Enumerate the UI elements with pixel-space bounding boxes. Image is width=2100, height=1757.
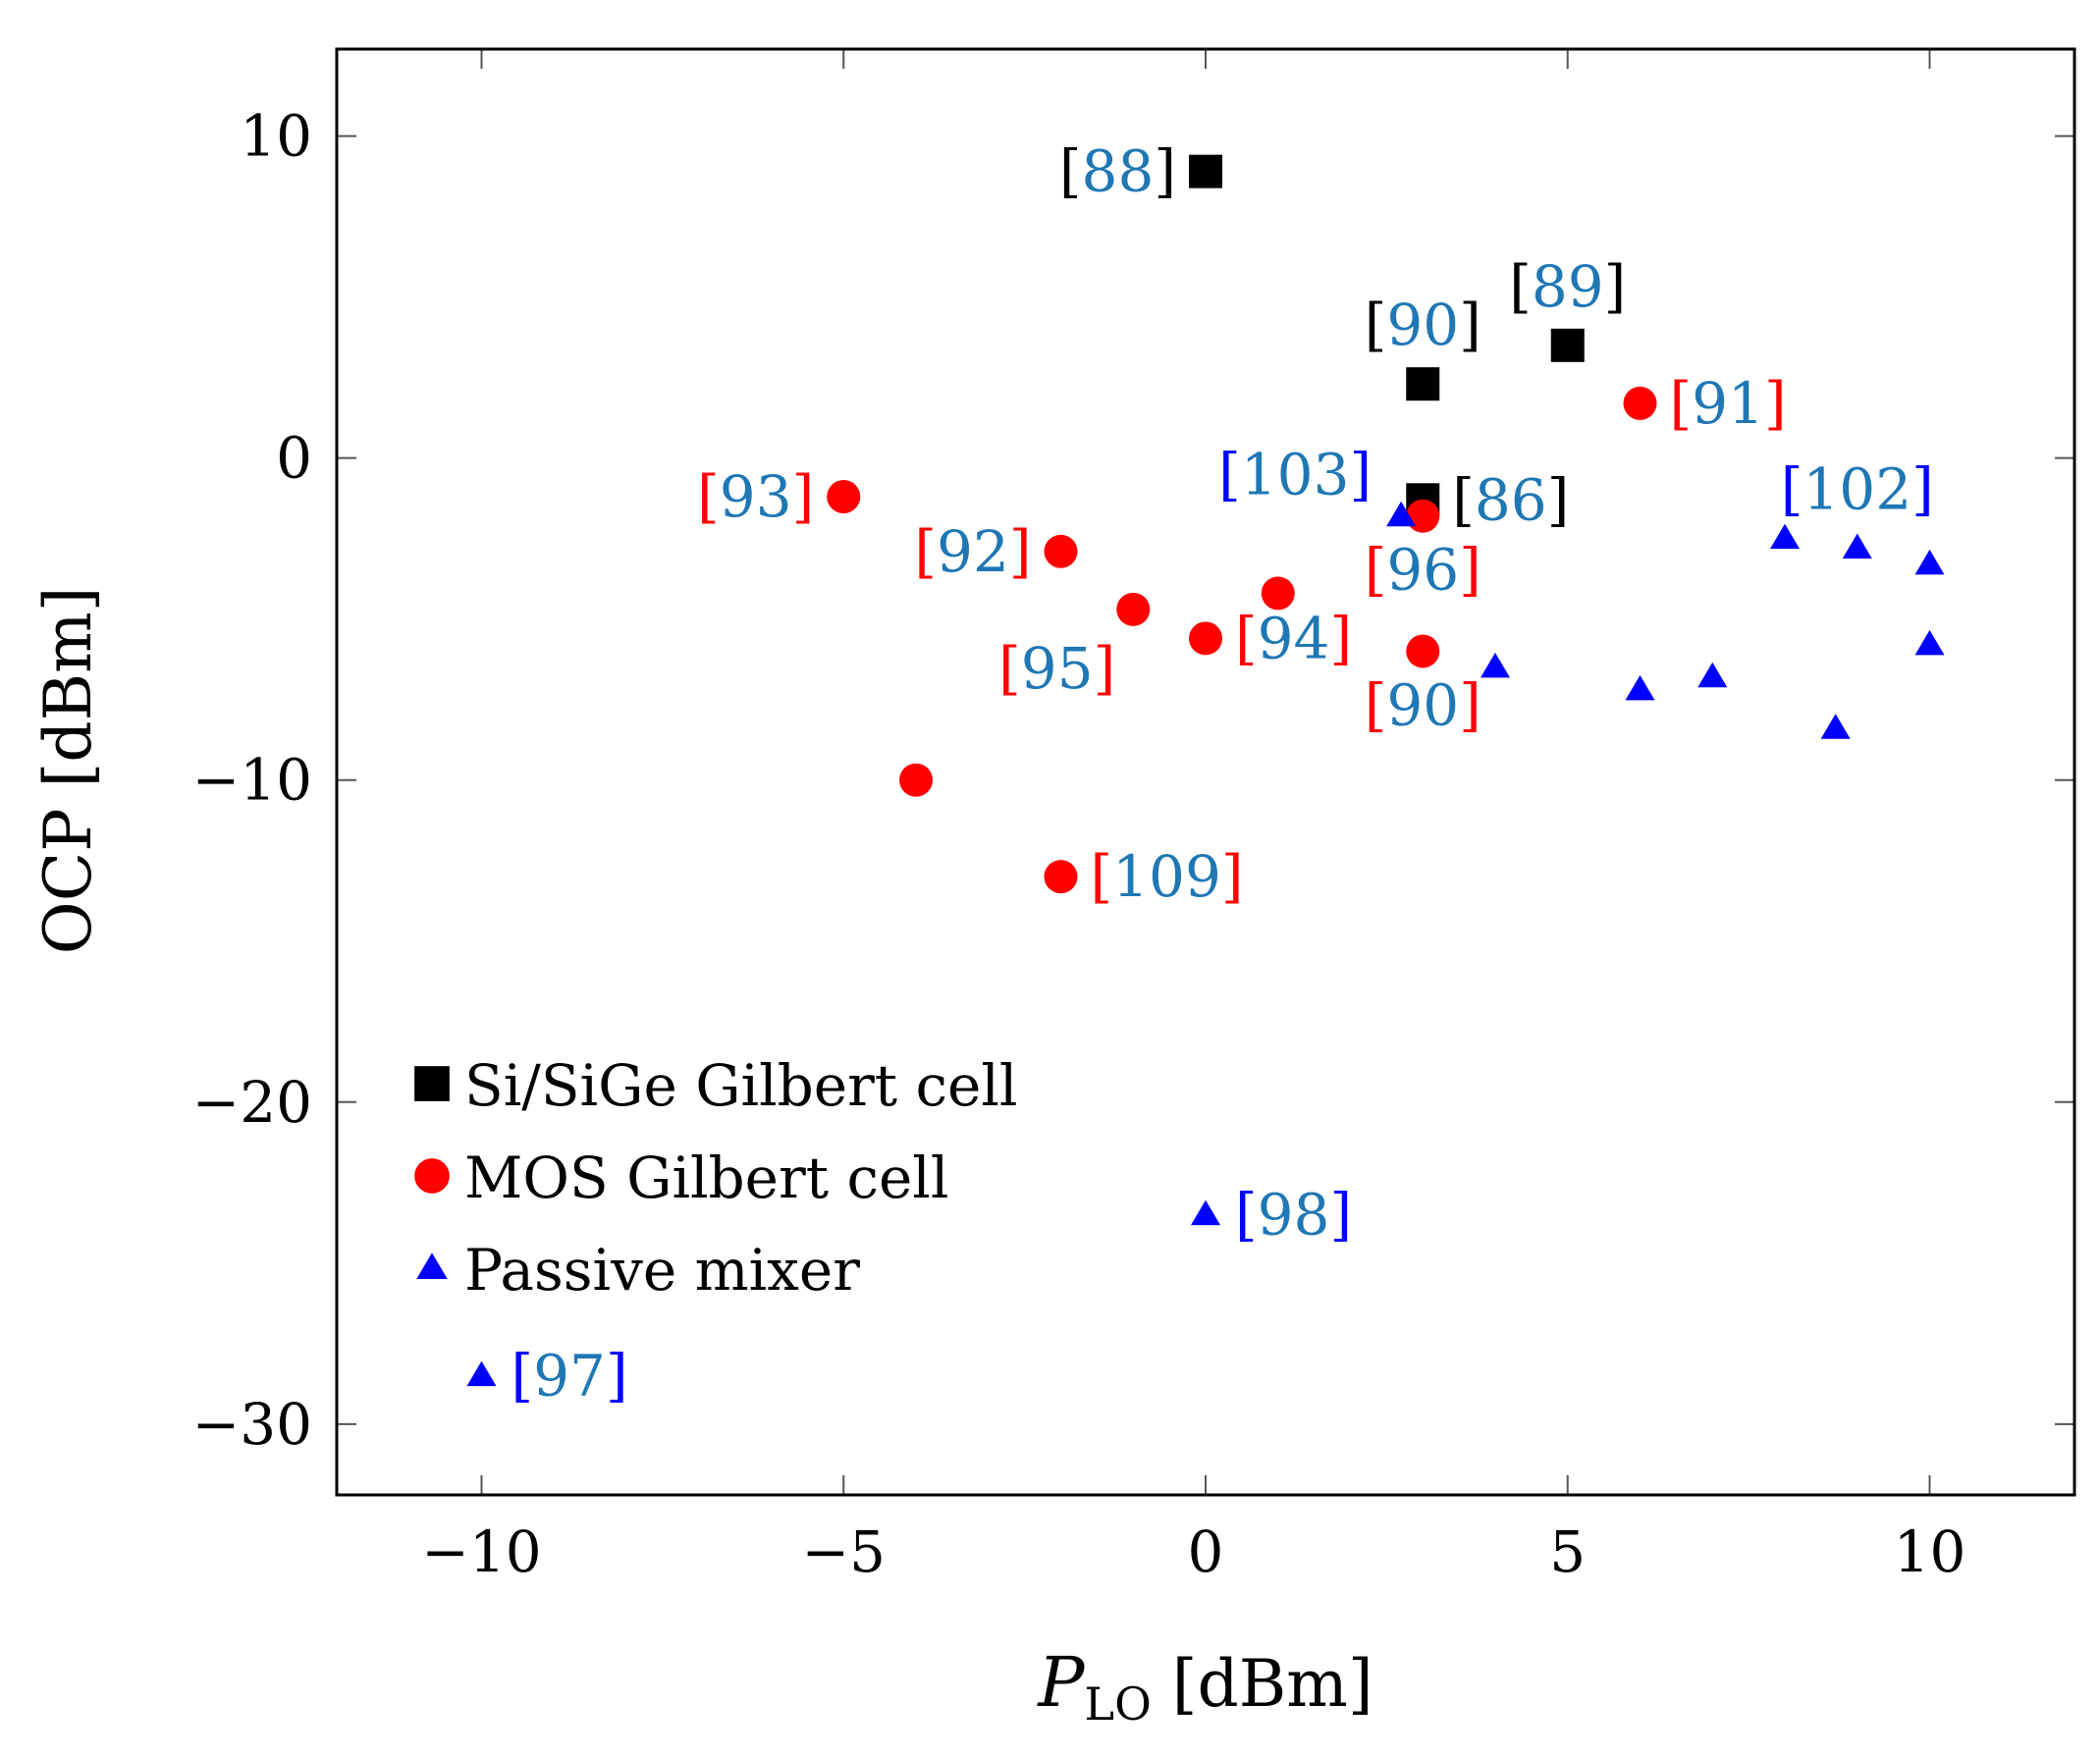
y-tick-label: 0: [276, 425, 312, 492]
x-axis-title-unit: [dBm]: [1152, 1646, 1373, 1722]
x-axis-title-subscript: LO: [1085, 1677, 1152, 1730]
legend-square-marker: [414, 1066, 450, 1101]
circle-marker: [899, 763, 933, 797]
y-tick-label: 10: [240, 103, 312, 170]
citation-label: [109]: [1091, 843, 1244, 910]
citation-label: [96]: [1365, 537, 1481, 604]
legend-triangle-marker: [416, 1252, 448, 1280]
triangle-marker: [1770, 523, 1800, 550]
plot-frame: [335, 47, 2076, 1497]
citation-label: [92]: [914, 518, 1031, 585]
circle-marker: [827, 480, 861, 514]
triangle-marker: [1914, 549, 1945, 575]
citation-label: [98]: [1235, 1182, 1352, 1249]
legend-entry: Passive mixer: [464, 1237, 860, 1304]
legend-entry: MOS Gilbert cell: [464, 1145, 948, 1211]
triangle-marker: [1820, 714, 1851, 739]
circle-marker: [1261, 576, 1295, 611]
y-tick-label: −10: [192, 747, 312, 814]
x-tick-labels: −10 −5 0 5 10: [421, 1518, 1965, 1585]
legend-entry: Si/SiGe Gilbert cell: [464, 1052, 1017, 1119]
triangle-marker: [466, 1360, 497, 1387]
citation-label: [90]: [1365, 671, 1481, 738]
x-axis-title: PLO [dBm]: [1036, 1642, 1373, 1730]
citation-label: [88]: [1059, 138, 1176, 205]
circle-marker: [1623, 386, 1657, 420]
citation-label: [102]: [1781, 455, 1934, 522]
x-axis-title-main: P: [1036, 1642, 1086, 1723]
x-tick-label: 5: [1549, 1518, 1586, 1585]
square-marker: [1189, 154, 1222, 188]
triangle-marker: [1386, 501, 1417, 527]
x-tick-label: −10: [421, 1518, 541, 1585]
triangle-marker: [1625, 674, 1655, 701]
circle-marker: [1406, 499, 1440, 533]
triangle-marker: [1914, 629, 1945, 656]
y-tick-label: −20: [192, 1069, 312, 1136]
x-tick-label: 0: [1188, 1518, 1224, 1585]
citation-label: [95]: [998, 635, 1115, 702]
legend-circle-marker: [414, 1158, 450, 1194]
citation-label: [97]: [512, 1343, 628, 1410]
citation-label: [93]: [697, 463, 814, 530]
square-marker: [1550, 328, 1585, 362]
citation-label: [90]: [1365, 292, 1481, 358]
square-marker: [1406, 367, 1440, 401]
axis-ticks: [337, 49, 2074, 1495]
x-tick-label: 10: [1894, 1518, 1966, 1585]
triangle-marker: [1191, 1199, 1220, 1226]
circle-marker: [1189, 621, 1222, 656]
citation-label: [94]: [1235, 605, 1352, 671]
circle-marker: [1044, 860, 1078, 894]
y-axis-title: OCP [dBm]: [30, 587, 106, 955]
triangle-marker: [1697, 662, 1728, 688]
circle-marker: [1044, 534, 1078, 568]
data-point-labels: [88] [90] [89] [86] [91] [93] [92] [96] [95] [94]…: [512, 138, 1934, 1410]
legend: Si/SiGe Gilbert cell MOS Gilbert cell Pass…: [414, 1052, 1017, 1304]
triangle-marker: [1481, 652, 1510, 678]
y-tick-labels: −30 −20 −10 0 10: [192, 103, 312, 1458]
citation-label: [103]: [1218, 442, 1372, 508]
circle-marker: [1116, 592, 1151, 626]
citation-label: [89]: [1509, 253, 1626, 320]
x-tick-label: −5: [802, 1518, 887, 1585]
citation-label: [91]: [1670, 370, 1787, 437]
triangle-marker: [1842, 533, 1872, 559]
circle-marker: [1406, 634, 1440, 668]
data-points: [466, 154, 1945, 1387]
citation-label: [86]: [1452, 466, 1569, 533]
y-tick-label: −30: [192, 1391, 312, 1458]
